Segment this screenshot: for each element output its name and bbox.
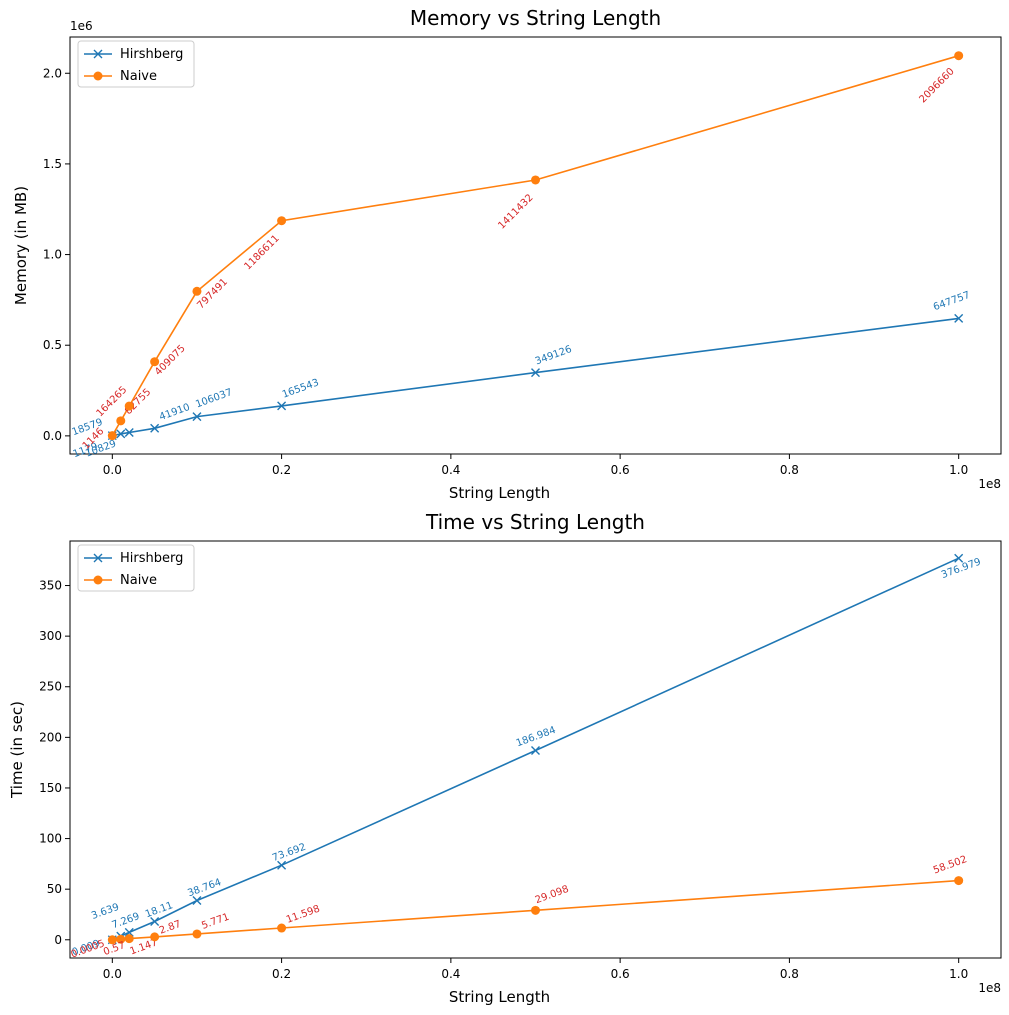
data-label-hirshberg: 186.984 (515, 725, 558, 749)
y-tick-label: 0.0 (43, 429, 62, 443)
data-point-naive (124, 934, 134, 944)
data-point-hirshberg (531, 746, 540, 756)
data-label-naive: 11.598 (285, 904, 322, 926)
axes-frame (69, 36, 1002, 455)
x-tick-label: 1.0 (949, 967, 968, 981)
data-point-hirshberg (150, 423, 160, 433)
legend-marker (93, 49, 103, 59)
chart-panel-2: Time vs String Length 0.0 0.2 0.4 0.6 0.8 1.0 0… (8, 510, 1002, 1006)
y-tick-label: 1.5 (43, 157, 62, 171)
data-point-naive (954, 51, 964, 61)
data-label-naive: 2.87 (158, 919, 183, 937)
y-axis-label: Memory (in MB) (12, 186, 30, 305)
y-tick-label: 350 (39, 579, 62, 593)
legend-entry: Naive (120, 69, 157, 84)
data-point-naive (954, 876, 964, 886)
data-label-hirshberg: 349126 (534, 344, 574, 367)
chart-title: Memory vs String Length (410, 6, 661, 30)
series-line-hirshberg (111, 557, 960, 941)
x-tick-label: 0.2 (272, 463, 291, 477)
data-label-naive: 1411432 (496, 192, 535, 231)
x-tick-label: 0.6 (611, 967, 630, 981)
data-point-hirshberg (277, 860, 287, 870)
data-point-naive (531, 905, 540, 915)
y-tick-label: 300 (39, 629, 62, 643)
y-axis-label: Time (in sec) (8, 701, 26, 799)
legend-marker (93, 575, 103, 585)
data-point-hirshberg (277, 401, 287, 411)
data-label-naive: 0.57 (102, 940, 127, 958)
chart-panel-1: Memory vs String Length 0.0 0.2 0.4 0.6 0.8 1.… (12, 6, 1002, 502)
y-tick-label: 100 (39, 832, 62, 846)
data-point-naive (531, 175, 540, 185)
x-tick-label: 0.0 (103, 967, 122, 981)
data-label-naive: 29.098 (534, 884, 571, 906)
series-line-hirshberg (112, 317, 959, 437)
data-point-hirshberg (150, 916, 160, 926)
data-point-naive (107, 431, 117, 441)
x-offset-label: 1e8 (978, 981, 1001, 995)
data-point-hirshberg (954, 553, 964, 563)
series-line-naive (111, 54, 959, 437)
data-point-naive (277, 923, 287, 933)
x-axis-label: String Length (449, 988, 550, 1006)
data-label-naive: 5.771 (200, 912, 231, 932)
x-tick-label: 0.8 (780, 463, 799, 477)
y-tick-label: 250 (39, 680, 62, 694)
legend-entry: Hirshberg (120, 47, 183, 62)
data-point-naive (107, 935, 117, 945)
x-tick-label: 0.0 (103, 463, 122, 477)
y-tick-label: 2.0 (43, 66, 62, 80)
data-point-naive (116, 934, 126, 944)
legend-marker (93, 71, 103, 81)
x-axis-label: String Length (449, 484, 550, 502)
data-label-hirshberg: 38.764 (186, 877, 223, 899)
data-point-hirshberg (124, 428, 134, 437)
y-tick-label: 1.0 (43, 248, 62, 262)
x-tick-label: 1.0 (949, 463, 968, 477)
legend-entry: Hirshberg (120, 551, 183, 566)
data-point-naive (192, 929, 202, 939)
legend-marker (93, 553, 103, 563)
y-tick-label: 0.5 (43, 338, 62, 352)
data-label-hirshberg: 106037 (194, 387, 234, 410)
data-label-hirshberg: 165543 (281, 377, 321, 400)
data-label-hirshberg: 647757 (932, 290, 972, 313)
data-point-naive (192, 286, 202, 296)
x-tick-label: 0.6 (611, 463, 630, 477)
data-point-naive (150, 932, 160, 942)
data-label-hirshberg: 73.692 (271, 842, 308, 864)
y-tick-label: 50 (47, 882, 62, 896)
axes-frame (69, 540, 1002, 959)
y-tick-label: 150 (39, 781, 62, 795)
data-label-naive: 1186611 (242, 233, 281, 272)
x-tick-label: 0.8 (780, 967, 799, 981)
data-point-naive (124, 401, 134, 411)
data-point-hirshberg (192, 412, 202, 422)
y-offset-label: 1e6 (70, 19, 93, 33)
y-tick-label: 0 (54, 933, 62, 947)
data-label-hirshberg: 18.11 (144, 900, 175, 920)
legend: Hirshberg Naive (77, 544, 195, 592)
x-tick-label: 0.2 (272, 967, 291, 981)
data-label-naive: 58.502 (932, 854, 969, 876)
chart-title: Time vs String Length (425, 510, 645, 534)
x-offset-label: 1e8 (978, 477, 1001, 491)
x-tick-label: 0.4 (441, 967, 460, 981)
legend: Hirshberg Naive (77, 40, 195, 88)
data-point-hirshberg (954, 313, 964, 323)
data-label-naive: 2096660 (918, 66, 957, 105)
data-point-hirshberg (531, 368, 540, 378)
data-point-naive (116, 416, 126, 426)
y-tick-label: 200 (39, 730, 62, 744)
data-point-naive (277, 216, 287, 226)
data-point-hirshberg (116, 429, 126, 439)
x-tick-label: 0.4 (441, 463, 460, 477)
data-point-hirshberg (192, 896, 202, 906)
legend-entry: Naive (120, 573, 157, 588)
data-point-naive (150, 357, 160, 367)
